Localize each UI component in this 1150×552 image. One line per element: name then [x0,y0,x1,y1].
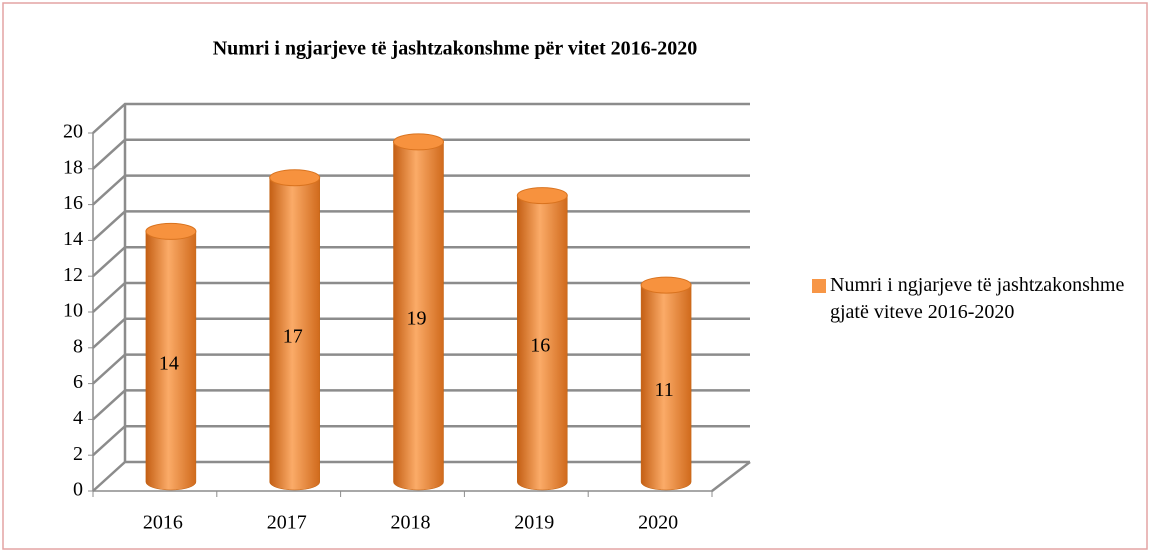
grid-line [92,102,750,134]
grid-line [92,138,750,170]
cylinder [145,231,197,491]
cylinder [640,284,692,491]
legend: Numri i ngjarjeve të jashtzakonshme gjat… [812,272,1132,326]
x-tick-label: 2017 [267,512,307,534]
x-tick-label: 2018 [391,512,431,534]
legend-swatch [812,279,826,293]
value-label: 11 [654,379,673,401]
cylinder-top [145,222,197,240]
x-tick-label: 2019 [514,512,554,534]
y-tick-label: 14 [63,228,83,250]
y-tick-label: 20 [63,121,83,143]
cylinder-top [516,187,568,205]
x-tick-label: 2016 [143,512,183,534]
y-tick-label: 16 [63,192,83,214]
cylinder-top [269,169,321,187]
y-tick-label: 2 [73,443,83,465]
y-tick-label: 10 [63,300,83,322]
y-tick-label: 4 [73,407,83,429]
legend-label: Numri i ngjarjeve të jashtzakonshme gjat… [830,274,1125,323]
cylinder [393,141,444,491]
value-label: 16 [530,334,550,356]
floor [711,461,751,492]
cylinder-top [393,133,444,151]
x-tick-label: 2020 [638,512,678,534]
cylinder [269,177,320,491]
cylinder-top [640,276,692,294]
y-tick-label: 6 [73,371,83,393]
y-tick-label: 0 [73,479,83,501]
value-label: 17 [283,325,303,347]
y-tick-label: 8 [73,335,83,357]
y-tick-label: 12 [63,264,83,286]
grid-line [92,174,750,206]
value-label: 19 [407,308,427,330]
value-label: 14 [159,352,179,374]
cylinder [517,195,568,491]
chart-title: Numri i ngjarjeve të jashtzakonshme për … [213,38,698,60]
y-tick-label: 18 [63,156,83,178]
